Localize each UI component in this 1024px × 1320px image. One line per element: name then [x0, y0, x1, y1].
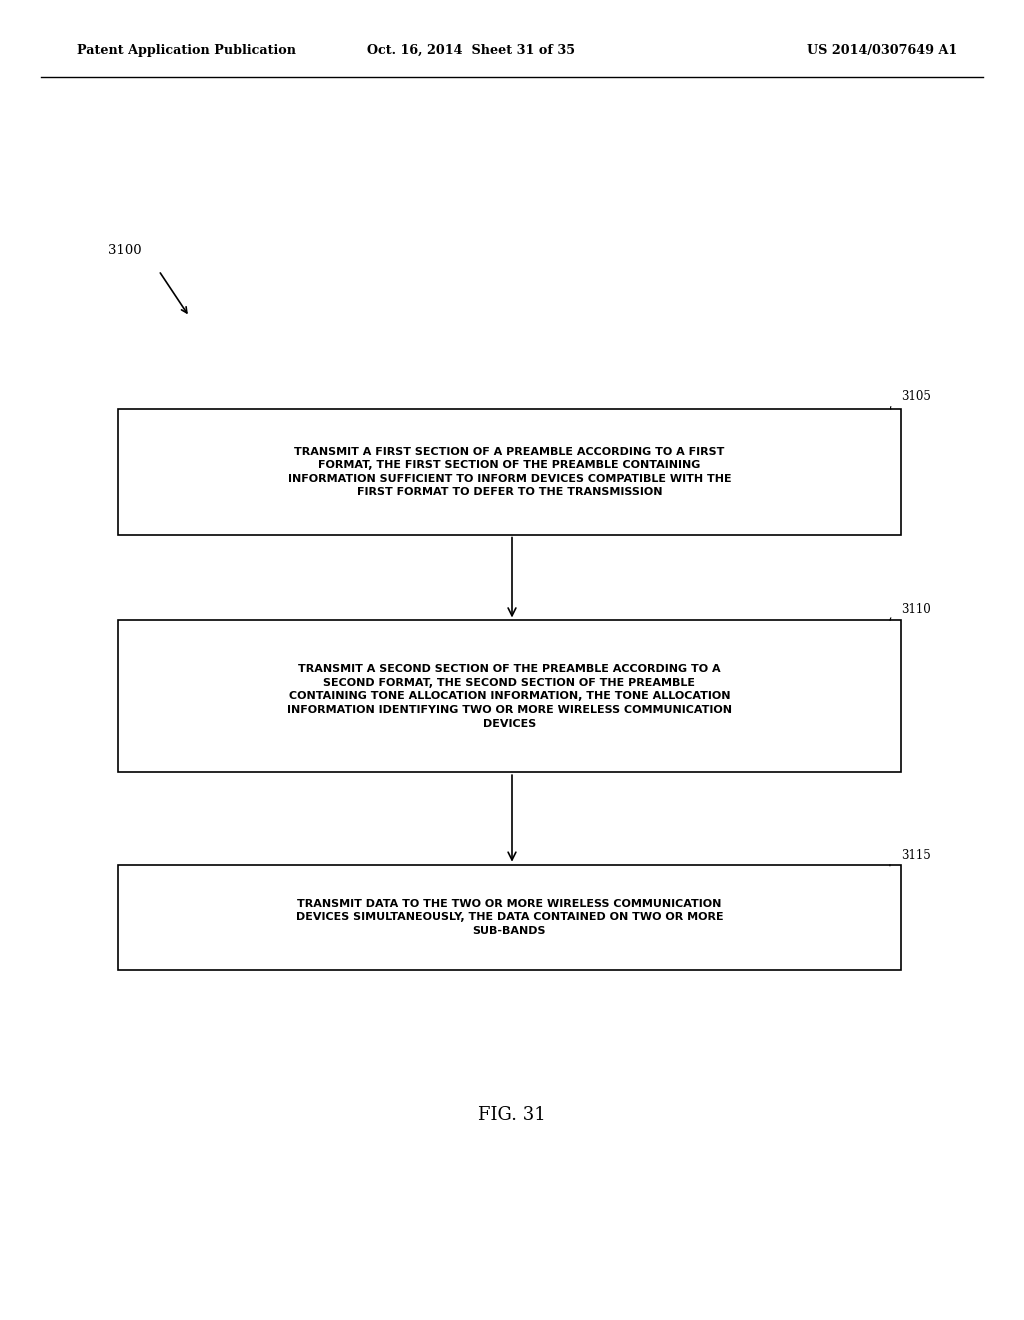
Text: TRANSMIT A FIRST SECTION OF A PREAMBLE ACCORDING TO A FIRST
FORMAT, THE FIRST SE: TRANSMIT A FIRST SECTION OF A PREAMBLE A… [288, 446, 731, 498]
Text: US 2014/0307649 A1: US 2014/0307649 A1 [807, 44, 957, 57]
Text: Patent Application Publication: Patent Application Publication [77, 44, 296, 57]
Text: 3115: 3115 [901, 849, 931, 862]
Text: TRANSMIT A SECOND SECTION OF THE PREAMBLE ACCORDING TO A
SECOND FORMAT, THE SECO: TRANSMIT A SECOND SECTION OF THE PREAMBL… [287, 664, 732, 729]
Bar [118, 620, 901, 772]
Text: 3105: 3105 [901, 389, 931, 403]
Text: Oct. 16, 2014  Sheet 31 of 35: Oct. 16, 2014 Sheet 31 of 35 [367, 44, 575, 57]
Bar [118, 409, 901, 535]
Text: 3100: 3100 [108, 244, 141, 257]
Text: FIG. 31: FIG. 31 [478, 1106, 546, 1125]
Text: TRANSMIT DATA TO THE TWO OR MORE WIRELESS COMMUNICATION
DEVICES SIMULTANEOUSLY, : TRANSMIT DATA TO THE TWO OR MORE WIRELES… [296, 899, 723, 936]
Text: 3110: 3110 [901, 603, 931, 616]
Bar [118, 865, 901, 970]
